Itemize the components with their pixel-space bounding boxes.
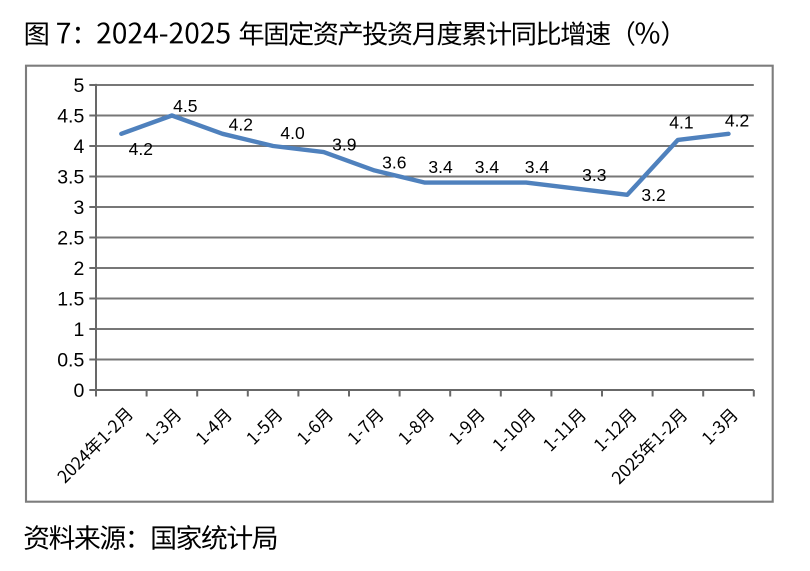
- svg-text:1.5: 1.5: [57, 289, 84, 311]
- svg-text:3.6: 3.6: [382, 152, 406, 172]
- svg-text:4.1: 4.1: [669, 113, 693, 133]
- svg-text:0.5: 0.5: [57, 350, 84, 372]
- svg-text:4.5: 4.5: [173, 96, 197, 116]
- svg-text:3.4: 3.4: [428, 157, 453, 177]
- svg-text:2.5: 2.5: [57, 228, 84, 250]
- svg-text:1: 1: [73, 319, 84, 341]
- svg-text:3.4: 3.4: [475, 157, 500, 177]
- svg-text:4.2: 4.2: [129, 139, 153, 159]
- svg-text:3.2: 3.2: [641, 185, 665, 205]
- svg-text:3.3: 3.3: [582, 165, 606, 185]
- svg-text:0: 0: [73, 380, 84, 402]
- svg-text:3.4: 3.4: [525, 157, 550, 177]
- svg-text:3: 3: [73, 197, 84, 219]
- svg-text:3.9: 3.9: [332, 135, 356, 155]
- svg-text:4.5: 4.5: [57, 106, 84, 128]
- svg-text:4.0: 4.0: [280, 123, 305, 143]
- svg-text:2: 2: [73, 258, 84, 280]
- svg-text:4: 4: [73, 136, 84, 158]
- svg-text:3.5: 3.5: [57, 167, 84, 189]
- svg-text:5: 5: [73, 75, 84, 97]
- svg-text:4.2: 4.2: [229, 114, 253, 134]
- svg-text:4.2: 4.2: [725, 111, 749, 131]
